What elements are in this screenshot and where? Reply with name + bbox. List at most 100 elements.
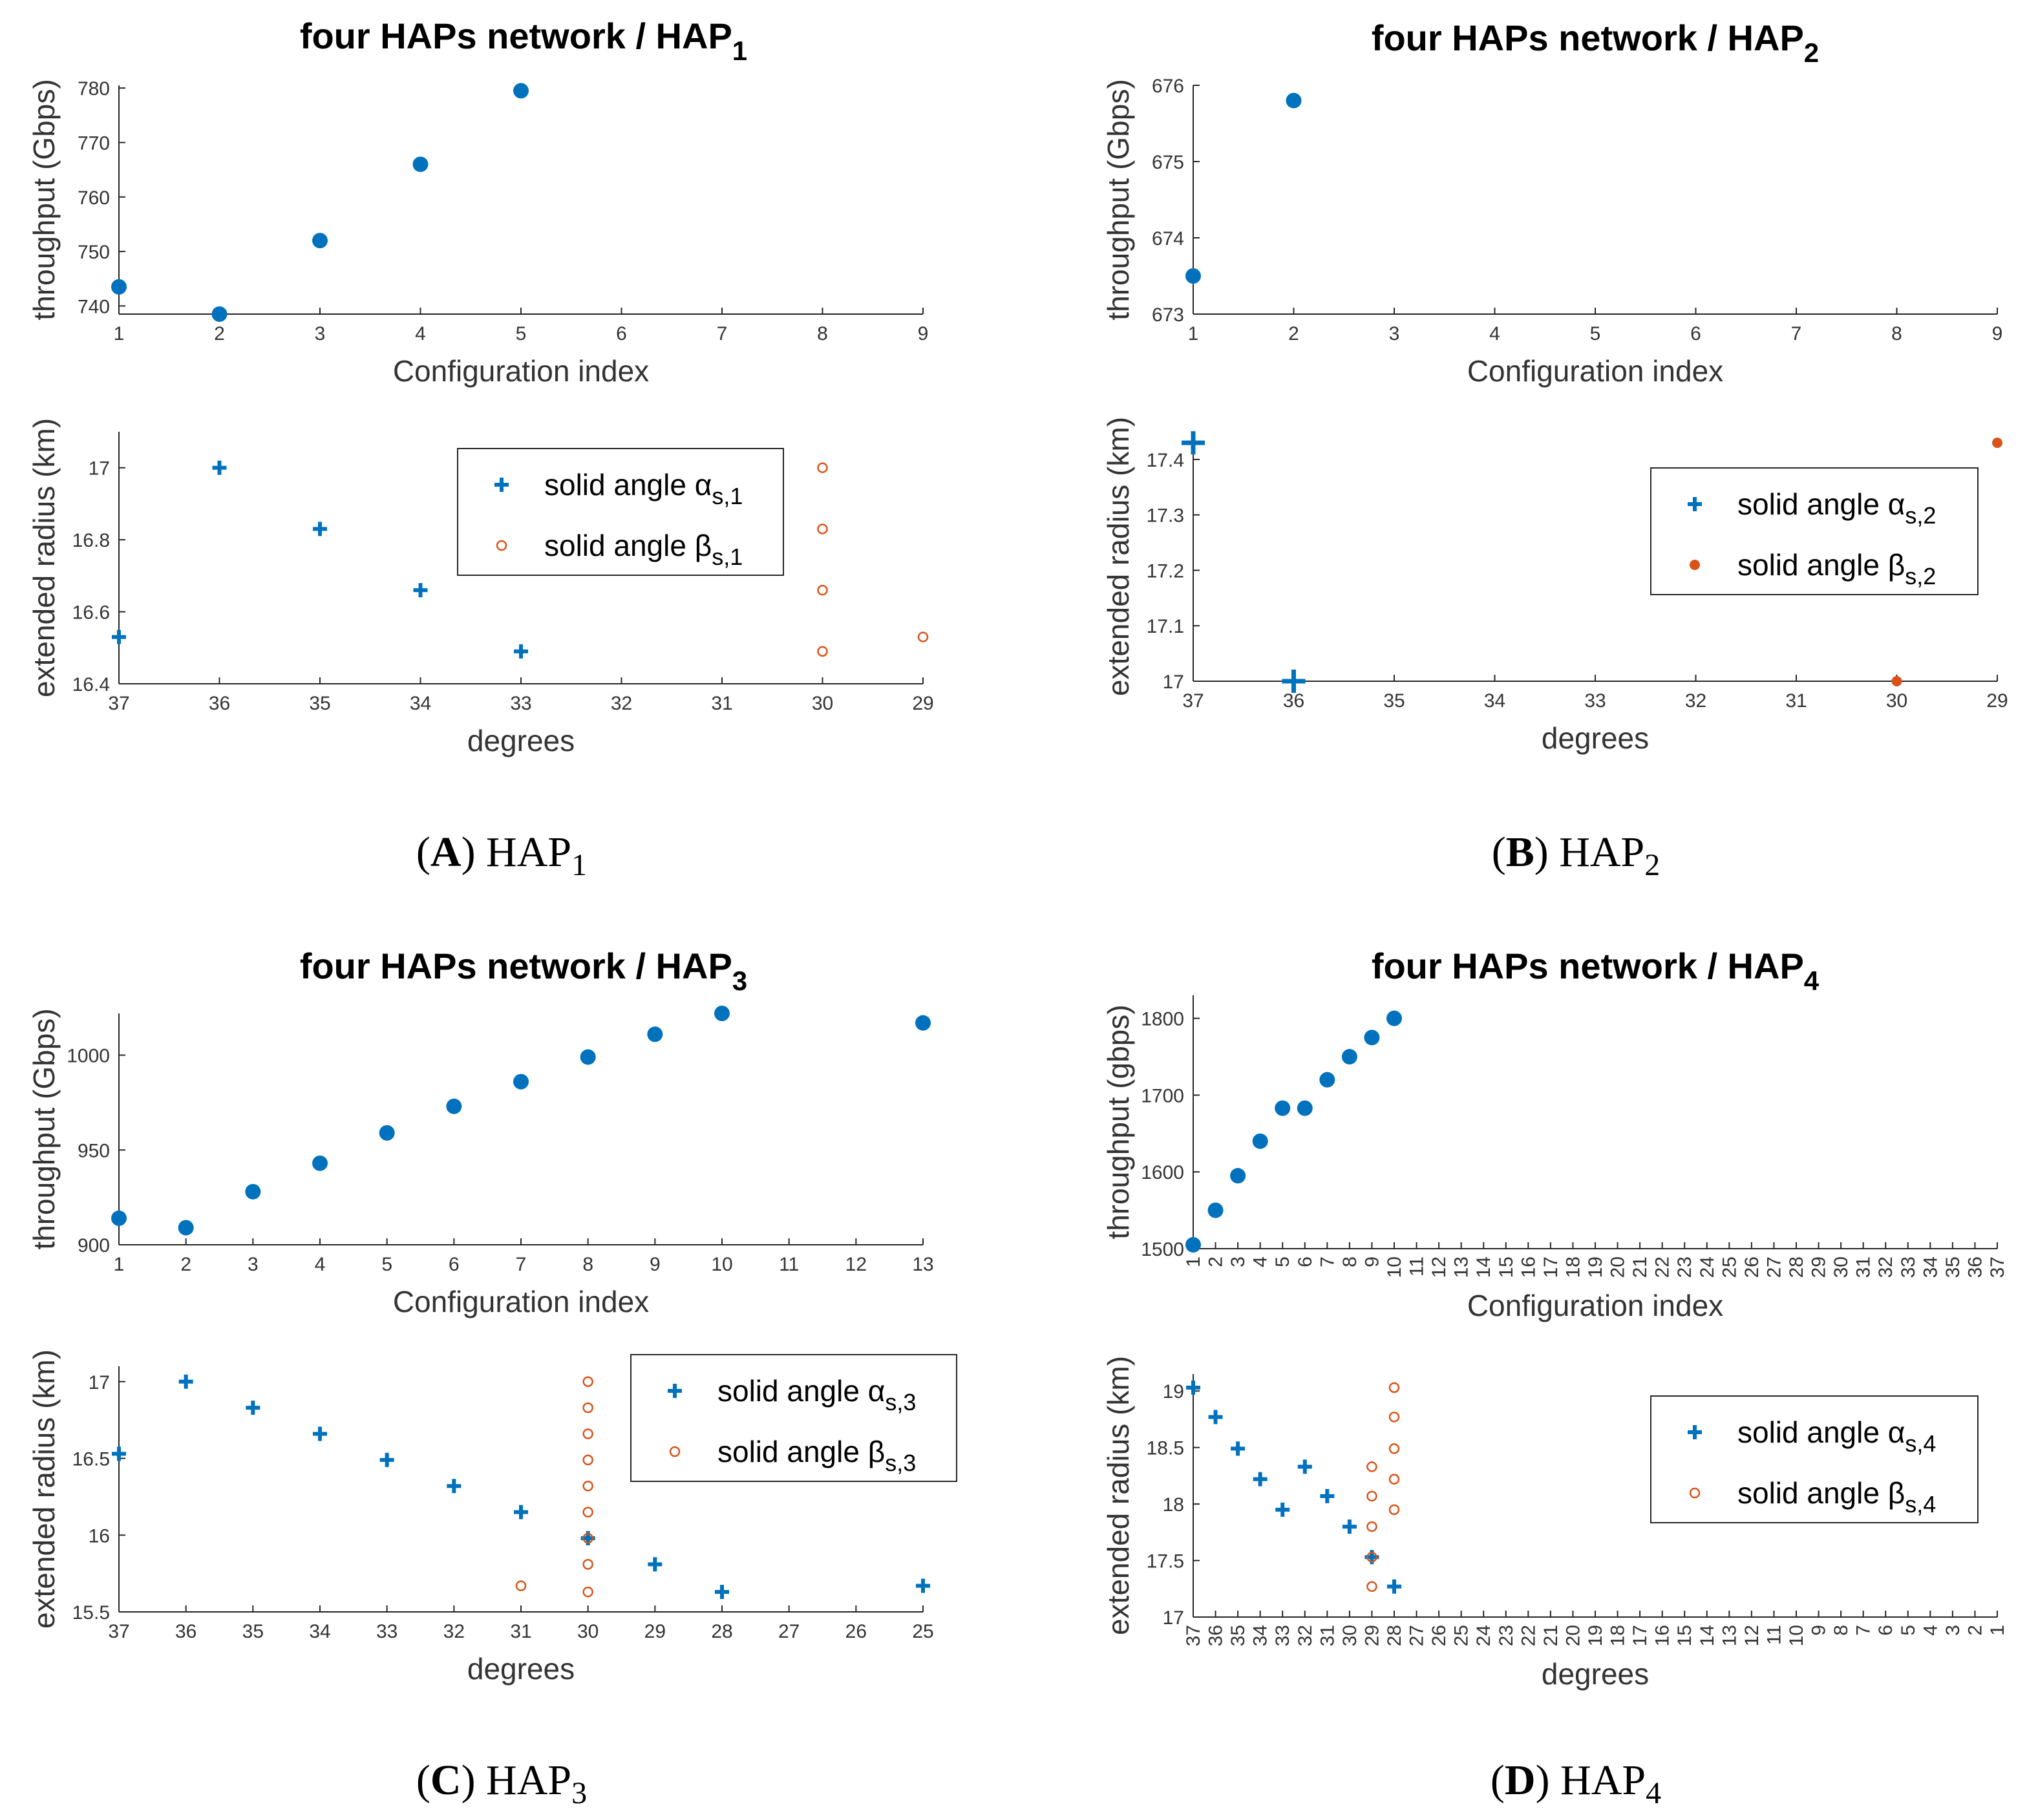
x-tick-label: 25	[1719, 1256, 1740, 1278]
data-point	[212, 460, 227, 475]
x-tick-label: 25	[1451, 1625, 1472, 1646]
data-point	[915, 1015, 931, 1031]
chart-A-bottom: 37 36 35 34 33 32 31 30 29 16.4 16.6 16.8 17 degrees e…	[27, 418, 934, 757]
x-axis-label: degrees	[467, 1652, 575, 1686]
y-tick-label: 1600	[1141, 1162, 1184, 1183]
x-tick-label: 5	[1898, 1625, 1919, 1636]
y-tick-label: 17.3	[1147, 505, 1184, 527]
x-tick-label: 2	[180, 1254, 191, 1275]
data-point	[582, 1559, 593, 1570]
data-point	[1252, 1133, 1268, 1149]
legend-marker	[1688, 1425, 1702, 1439]
x-tick-label: 10	[1384, 1256, 1405, 1278]
x-tick-label: 15	[1674, 1625, 1695, 1646]
data-point	[715, 1585, 729, 1600]
data-point	[817, 646, 828, 657]
legend-marker	[1689, 1487, 1701, 1499]
data-point	[412, 156, 429, 173]
x-tick-label: 26	[845, 1621, 867, 1642]
x-axis-label: Configuration index	[1467, 1289, 1723, 1322]
legend-box	[1650, 1395, 1979, 1523]
x-tick-label: 36	[175, 1621, 196, 1642]
y-tick-label: 740	[78, 296, 110, 317]
data-point	[582, 1532, 593, 1544]
data-point	[312, 1155, 328, 1171]
data-point	[1282, 670, 1306, 693]
data-point	[1230, 1168, 1246, 1184]
x-tick-label: 23	[1674, 1256, 1695, 1278]
x-tick-label: 30	[812, 693, 833, 714]
x-tick-label: 3	[1942, 1625, 1964, 1636]
data-point	[1319, 1072, 1335, 1088]
data-point	[513, 1074, 529, 1090]
x-tick-label: 8	[1891, 323, 1902, 344]
x-tick-label: 32	[611, 693, 632, 714]
data-point	[379, 1452, 394, 1467]
caption-D: (D) HAP4	[1491, 1757, 1661, 1810]
data-point	[1388, 1443, 1400, 1454]
data-point	[1185, 1237, 1201, 1253]
x-tick-label: 19	[1585, 1256, 1606, 1278]
data-point	[582, 1428, 593, 1439]
y-axis-label: extended radius (km)	[27, 1349, 61, 1629]
legend-label: solid angle αs,1	[544, 468, 743, 509]
x-tick-label: 31	[711, 693, 732, 714]
x-tick-label: 1	[114, 323, 125, 344]
data-point	[514, 644, 528, 659]
x-tick-label: 16	[1518, 1256, 1539, 1278]
data-point	[582, 1454, 593, 1466]
y-tick-label: 1000	[67, 1046, 110, 1067]
data-point	[1208, 1410, 1223, 1424]
title-D: four HAPs network / HAP4	[1372, 946, 1820, 996]
x-tick-label: 30	[1339, 1625, 1361, 1646]
x-tick-label: 26	[1741, 1256, 1763, 1278]
x-axis-label: degrees	[467, 724, 575, 757]
y-tick-label: 16.5	[72, 1449, 110, 1470]
legend-label: solid angle αs,2	[1737, 487, 1936, 529]
data-point	[1366, 1521, 1377, 1532]
caption-C: (C) HAP3	[416, 1757, 587, 1810]
data-point	[1364, 1030, 1380, 1046]
x-tick-label: 1	[114, 1254, 125, 1275]
x-tick-label: 20	[1608, 1256, 1629, 1278]
title-B: four HAPs network / HAP2	[1372, 17, 1819, 68]
x-tick-label: 3	[248, 1254, 259, 1275]
x-tick-label: 29	[1986, 690, 2008, 712]
x-axis-label: degrees	[1542, 721, 1649, 755]
x-tick-label: 17	[1540, 1256, 1562, 1278]
x-tick-label: 2	[1288, 323, 1299, 344]
data-point	[582, 1586, 593, 1598]
x-tick-label: 6	[1295, 1256, 1316, 1267]
x-tick-label: 29	[912, 693, 933, 714]
x-tick-label: 24	[1697, 1256, 1718, 1278]
x-tick-label: 21	[1540, 1625, 1562, 1646]
x-tick-label: 28	[1384, 1625, 1405, 1646]
y-tick-label: 675	[1152, 152, 1184, 173]
x-tick-label: 4	[1250, 1256, 1271, 1267]
legend-label: solid angle αs,3	[717, 1374, 916, 1415]
data-point	[514, 1505, 528, 1519]
data-point	[1366, 1581, 1377, 1593]
x-tick-label: 33	[1584, 690, 1606, 712]
x-tick-label: 10	[1786, 1625, 1807, 1646]
x-tick-label: 8	[817, 323, 828, 344]
data-point	[648, 1557, 663, 1572]
data-point	[178, 1374, 193, 1389]
data-point	[1275, 1100, 1291, 1116]
data-point	[1207, 1202, 1224, 1218]
x-tick-label: 33	[510, 693, 531, 714]
legend-marker	[668, 1384, 682, 1398]
y-tick-label: 1500	[1141, 1239, 1184, 1260]
x-tick-label: 12	[1741, 1625, 1763, 1646]
data-point	[714, 1006, 730, 1021]
x-tick-label: 3	[315, 323, 326, 344]
y-axis-label: throughput (Gbps)	[1101, 79, 1135, 320]
data-point	[112, 1446, 126, 1461]
x-tick-label: 29	[1809, 1256, 1830, 1278]
y-axis-label: throughput (Gbps)	[27, 1008, 61, 1249]
x-tick-label: 17	[1629, 1625, 1651, 1646]
y-tick-label: 900	[78, 1235, 110, 1256]
data-point	[515, 1580, 527, 1591]
x-tick-label: 2	[214, 323, 225, 344]
